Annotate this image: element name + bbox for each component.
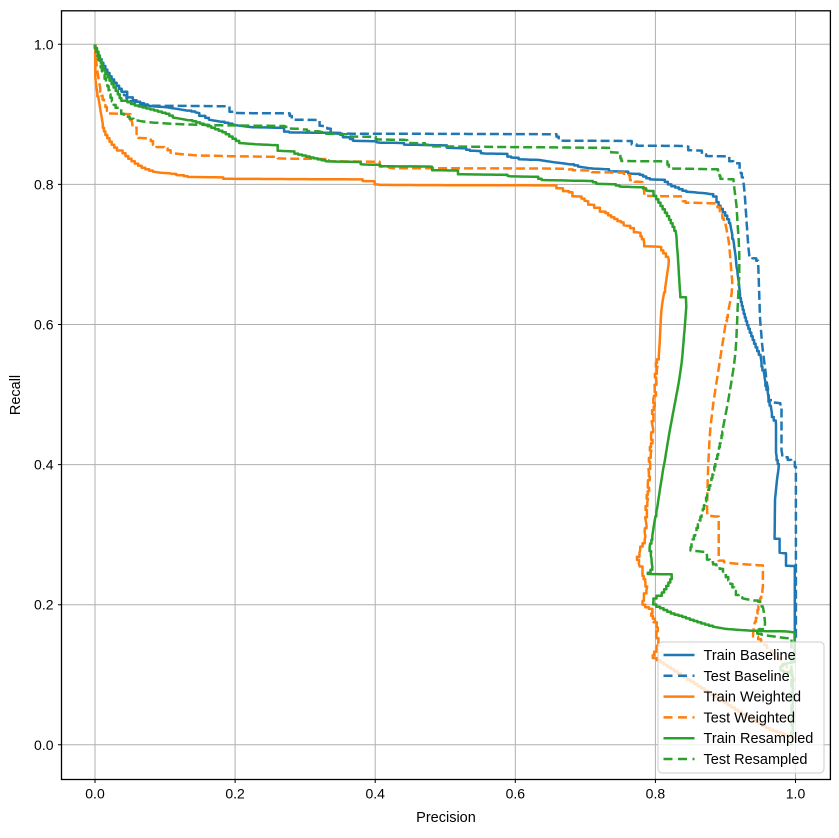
svg-text:0.8: 0.8 [646, 786, 666, 802]
svg-text:Train Baseline: Train Baseline [704, 648, 796, 664]
svg-text:0.6: 0.6 [34, 317, 54, 333]
svg-text:0.8: 0.8 [34, 176, 54, 192]
svg-text:Test Weighted: Test Weighted [704, 710, 796, 726]
svg-text:0.6: 0.6 [506, 786, 526, 802]
svg-text:Precision: Precision [416, 810, 476, 826]
svg-text:0.0: 0.0 [34, 737, 54, 753]
svg-text:Train Weighted: Train Weighted [704, 690, 802, 706]
svg-text:Test Baseline: Test Baseline [704, 669, 790, 685]
svg-text:0.4: 0.4 [365, 786, 385, 802]
svg-text:1.0: 1.0 [786, 786, 806, 802]
svg-text:Recall: Recall [8, 375, 24, 415]
svg-text:Test Resampled: Test Resampled [704, 752, 808, 768]
svg-text:0.2: 0.2 [225, 786, 245, 802]
svg-text:0.4: 0.4 [34, 457, 54, 473]
svg-text:1.0: 1.0 [34, 36, 54, 52]
svg-text:Train Resampled: Train Resampled [704, 731, 814, 747]
svg-text:0.2: 0.2 [34, 597, 54, 613]
svg-text:0.0: 0.0 [85, 786, 105, 802]
